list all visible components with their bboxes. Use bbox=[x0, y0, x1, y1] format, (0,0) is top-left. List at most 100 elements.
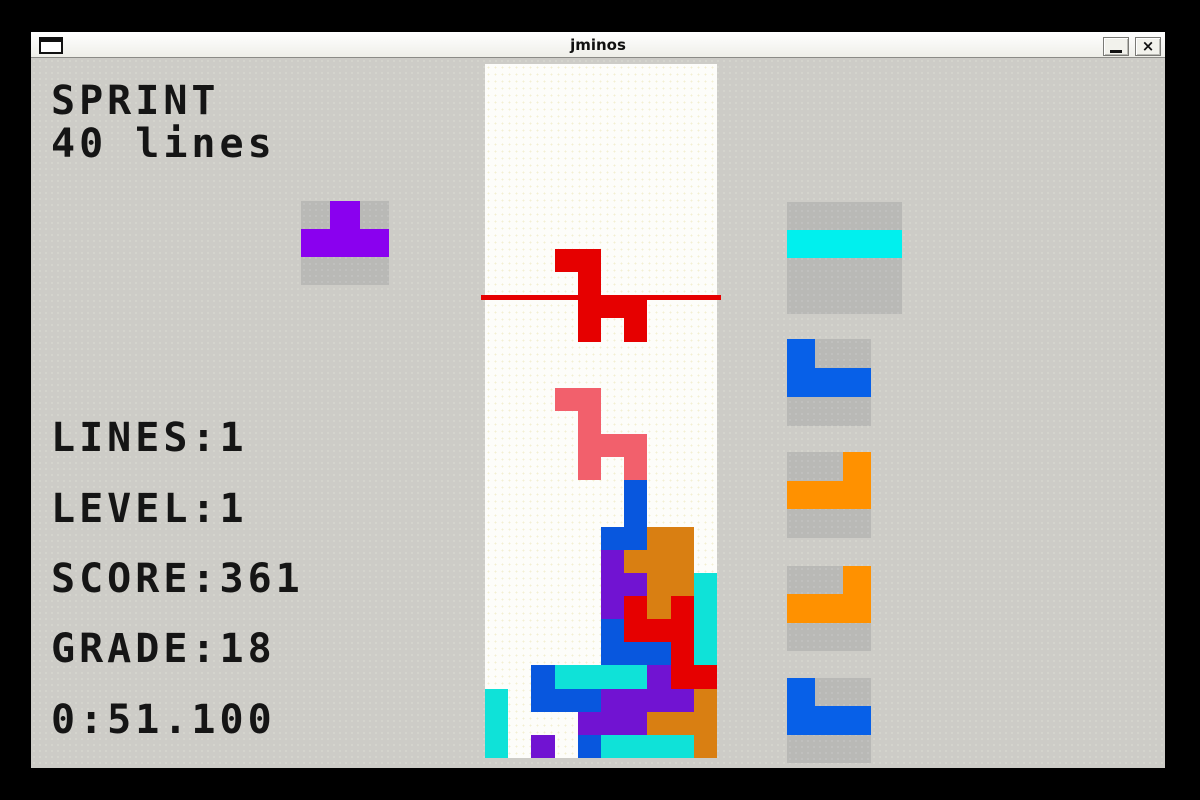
stack-cell bbox=[624, 480, 647, 504]
stack-cell bbox=[694, 665, 717, 689]
stack-cell bbox=[601, 619, 624, 642]
active-piece-cell bbox=[578, 295, 601, 318]
hold-piece-cell bbox=[330, 229, 360, 257]
stack-cell bbox=[601, 735, 624, 758]
queue-piece-5-cell bbox=[787, 706, 815, 735]
queue-piece-4-cell bbox=[787, 594, 815, 623]
stack-cell bbox=[647, 596, 671, 619]
stack-cell bbox=[601, 665, 624, 689]
ghost-piece-cell bbox=[578, 434, 601, 457]
queue-piece-2-cell bbox=[787, 339, 815, 368]
stack-cell bbox=[647, 550, 671, 573]
hold-piece-cell bbox=[330, 201, 360, 229]
stack-cell bbox=[531, 735, 555, 758]
stack-cell bbox=[578, 665, 601, 689]
queue-piece-2-cell bbox=[787, 368, 815, 397]
queue-piece-3-cell bbox=[843, 452, 871, 481]
ghost-piece-cell bbox=[578, 457, 601, 480]
stack-cell bbox=[694, 619, 717, 642]
stack-cell bbox=[555, 665, 578, 689]
queue-piece-5 bbox=[787, 678, 871, 763]
stack-cell bbox=[647, 573, 671, 596]
stack-cell bbox=[601, 712, 624, 735]
window-title: jminos bbox=[570, 36, 626, 54]
stack-cell bbox=[694, 712, 717, 735]
ghost-piece-cell bbox=[624, 434, 647, 457]
stack-cell bbox=[485, 712, 508, 735]
ghost-piece-cell bbox=[624, 457, 647, 480]
stack-cell bbox=[485, 689, 508, 712]
ghost-piece-cell bbox=[578, 388, 601, 411]
stat-lines: LINES:1 bbox=[51, 415, 248, 461]
hold-piece-box bbox=[301, 201, 389, 285]
stack-cell bbox=[624, 735, 647, 758]
active-piece-cell bbox=[578, 318, 601, 342]
stack-cell bbox=[624, 550, 647, 573]
stack-cell bbox=[624, 642, 647, 665]
line-clear-indicator bbox=[481, 295, 721, 300]
stack-cell bbox=[624, 665, 647, 689]
queue-piece-5-cell bbox=[843, 706, 871, 735]
minimize-icon bbox=[1110, 49, 1122, 53]
stack-cell bbox=[624, 573, 647, 596]
stack-cell bbox=[647, 712, 671, 735]
minimize-button[interactable] bbox=[1103, 37, 1129, 56]
queue-piece-3-cell bbox=[843, 481, 871, 509]
close-icon: × bbox=[1141, 37, 1155, 55]
queue-piece-5-cell bbox=[815, 706, 843, 735]
stack-cell bbox=[624, 689, 647, 712]
stack-cell bbox=[671, 527, 694, 550]
ghost-piece-cell bbox=[555, 388, 578, 411]
stat-timer: 0:51.100 bbox=[51, 697, 276, 743]
stack-cell bbox=[694, 596, 717, 619]
queue-piece-5-cell bbox=[787, 678, 815, 706]
stack-cell bbox=[671, 550, 694, 573]
queue-piece-4-cell bbox=[843, 594, 871, 623]
active-piece-cell bbox=[578, 249, 601, 272]
stack-cell bbox=[624, 596, 647, 619]
hold-piece-cell bbox=[301, 229, 330, 257]
stack-cell bbox=[601, 596, 624, 619]
stack-cell bbox=[601, 573, 624, 596]
game-content: SPRINT 40 lines LINES:1 LEVEL:1 SCORE:36… bbox=[31, 58, 1165, 768]
queue-piece-4-cell bbox=[843, 566, 871, 594]
stack-cell bbox=[647, 735, 671, 758]
stack-cell bbox=[578, 735, 601, 758]
stack-cell bbox=[647, 689, 671, 712]
active-piece-cell bbox=[624, 318, 647, 342]
stack-cell bbox=[671, 573, 694, 596]
stack-cell bbox=[578, 689, 601, 712]
stack-cell bbox=[671, 642, 694, 665]
stack-cell bbox=[694, 573, 717, 596]
stack-cell bbox=[671, 735, 694, 758]
stack-cell bbox=[671, 665, 694, 689]
stat-grade: GRADE:18 bbox=[51, 626, 276, 672]
queue-piece-4-cell bbox=[815, 594, 843, 623]
stack-cell bbox=[601, 689, 624, 712]
stack-cell bbox=[647, 665, 671, 689]
stat-level: LEVEL:1 bbox=[51, 486, 248, 532]
queue-piece-1-cell bbox=[816, 230, 845, 258]
stack-cell bbox=[694, 735, 717, 758]
titlebar[interactable]: jminos × bbox=[31, 32, 1165, 58]
hold-piece-cell bbox=[360, 229, 389, 257]
stack-cell bbox=[671, 619, 694, 642]
stat-score: SCORE:361 bbox=[51, 556, 304, 602]
stack-cell bbox=[601, 527, 624, 550]
stack-cell bbox=[624, 619, 647, 642]
stack-cell bbox=[485, 735, 508, 758]
stack-cell bbox=[601, 642, 624, 665]
active-piece-cell bbox=[555, 249, 578, 272]
close-button[interactable]: × bbox=[1135, 37, 1161, 56]
ghost-piece-cell bbox=[601, 434, 624, 457]
stack-cell bbox=[671, 712, 694, 735]
stack-cell bbox=[531, 689, 555, 712]
queue-piece-3-cell bbox=[787, 481, 815, 509]
stack-cell bbox=[601, 550, 624, 573]
jminos-window: jminos × SPRINT 40 lines LINES:1 LEVEL:1… bbox=[30, 31, 1166, 769]
stack-cell bbox=[647, 642, 671, 665]
window-menu-icon[interactable] bbox=[39, 37, 63, 54]
game-board bbox=[481, 64, 721, 758]
stack-cell bbox=[624, 527, 647, 550]
